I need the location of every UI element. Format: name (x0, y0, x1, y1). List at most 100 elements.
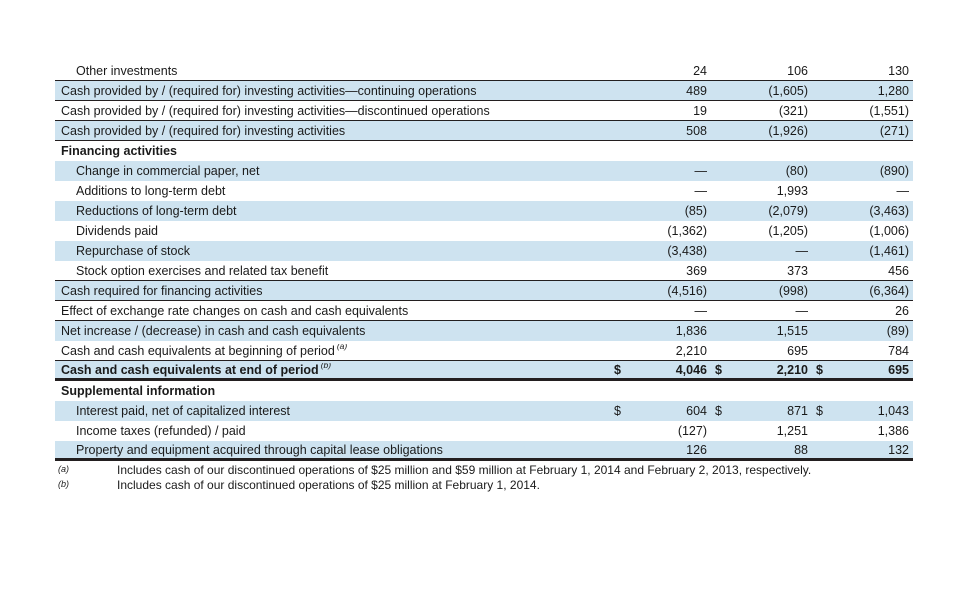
row-label: Interest paid, net of capitalized intere… (76, 404, 291, 418)
value-cell: (1,605) (711, 84, 812, 98)
value-cell: — (711, 304, 812, 318)
value-cell: (1,926) (711, 124, 812, 138)
row-label: Financing activities (61, 144, 178, 158)
row-label: Cash provided by / (required for) invest… (61, 123, 346, 138)
cell-value: 1,386 (877, 424, 909, 438)
cell-value: (271) (879, 123, 909, 138)
value-cell: $2,210 (711, 363, 812, 377)
value-cell: $4,046 (610, 363, 711, 377)
table-row: Reductions of long-term debt (85) (2,079) (… (55, 201, 913, 221)
row-label: Supplemental information (61, 384, 216, 398)
cell-value: 1,043 (877, 404, 909, 418)
value-cell: 1,993 (711, 184, 812, 198)
cell-value: (1,362) (667, 224, 707, 238)
value-cell: 106 (711, 64, 812, 78)
cell-value: — (694, 303, 708, 318)
value-cell: (271) (812, 124, 913, 138)
table-row: Cash provided by / (required for) invest… (55, 81, 913, 101)
cell-value: 508 (686, 123, 707, 138)
cell-value: 106 (787, 63, 808, 78)
cell-value: 88 (794, 442, 808, 457)
value-cell: (6,364) (812, 284, 913, 298)
cell-value: 19 (693, 103, 707, 118)
table-row: Property and equipment acquired through … (55, 441, 913, 461)
row-label: Cash required for financing activities (61, 283, 263, 298)
table-row: Cash required for financing activities (4… (55, 281, 913, 301)
value-cell: 456 (812, 264, 913, 278)
row-label: Reductions of long-term debt (76, 204, 237, 218)
value-cell: 19 (610, 104, 711, 118)
footnote-line: (a) Includes cash of our discontinued ope… (55, 463, 935, 478)
value-cell: (127) (610, 424, 711, 438)
row-label: Additions to long-term debt (76, 184, 226, 198)
cell-value: (1,205) (768, 224, 808, 238)
dollar-sign: $ (715, 362, 722, 377)
value-cell: 369 (610, 264, 711, 278)
cell-value: 456 (888, 263, 909, 278)
value-cell: 695 (711, 344, 812, 358)
row-label: Cash and cash equivalents at end of peri… (55, 363, 610, 377)
value-cell: 508 (610, 124, 711, 138)
value-cell: 1,251 (711, 424, 812, 438)
cell-value: 604 (686, 404, 707, 418)
cell-value: 373 (787, 263, 808, 278)
cell-value: (1,605) (768, 83, 808, 98)
row-label: Net increase / (decrease) in cash and ca… (61, 324, 366, 338)
table-row: Cash and cash equivalents at end of peri… (55, 361, 913, 381)
cell-value: (1,926) (768, 123, 808, 138)
value-cell: 24 (610, 64, 711, 78)
cell-value: 26 (895, 303, 909, 318)
dollar-sign: $ (614, 404, 621, 418)
cell-value: (4,516) (667, 283, 707, 298)
cell-value: — (896, 184, 910, 198)
value-cell: — (610, 164, 711, 178)
value-cell: (80) (711, 164, 812, 178)
cell-value: — (795, 244, 809, 258)
row-label: Change in commercial paper, net (76, 164, 260, 178)
cell-value: 2,210 (776, 362, 808, 377)
value-cell: 373 (711, 264, 812, 278)
cell-value: 1,836 (675, 324, 707, 338)
row-label: Other investments (76, 63, 178, 78)
value-cell: $1,043 (812, 404, 913, 418)
table-row: Other investments 24 106 130 (55, 61, 913, 81)
dollar-sign: $ (816, 404, 823, 418)
table-row: Income taxes (refunded) / paid (127) 1,251… (55, 421, 913, 441)
value-cell: 489 (610, 84, 711, 98)
cell-value: (80) (785, 164, 808, 178)
cell-value: 1,280 (877, 83, 909, 98)
table-row: Cash and cash equivalents at beginning o… (55, 341, 913, 361)
cell-value: (85) (684, 204, 707, 218)
footnote-marker: (a) (58, 464, 69, 474)
value-cell: 26 (812, 304, 913, 318)
cell-value: (3,463) (869, 204, 909, 218)
table-row: Interest paid, net of capitalized intere… (55, 401, 913, 421)
footnote-line: (b) Includes cash of our discontinued ope… (55, 478, 935, 493)
cell-value: (998) (778, 283, 808, 298)
row-label: Cash provided by / (required for) invest… (61, 83, 477, 98)
cell-value: — (694, 164, 708, 178)
cell-value: (127) (677, 424, 707, 438)
footnote-text: Includes cash of our discontinued operat… (117, 478, 540, 492)
value-cell: (1,551) (812, 104, 913, 118)
value-cell: — (610, 304, 711, 318)
table-row: Cash provided by / (required for) invest… (55, 101, 913, 121)
footnote-marker: (b) (58, 479, 69, 489)
value-cell: (3,438) (610, 244, 711, 258)
footnote-reference: (a) (336, 343, 348, 352)
row-label: Income taxes (refunded) / paid (76, 424, 246, 438)
row-label: Repurchase of stock (76, 244, 190, 258)
value-cell: 132 (812, 443, 913, 457)
row-label: Cash provided by / (required for) invest… (61, 103, 490, 118)
row-label: Stock option exercises and related tax b… (76, 263, 329, 278)
value-cell: (890) (812, 164, 913, 178)
value-cell: 1,280 (812, 84, 913, 98)
value-cell: (1,461) (812, 244, 913, 258)
cell-value: 871 (787, 404, 808, 418)
cell-value: 1,993 (776, 184, 808, 198)
value-cell: — (610, 184, 711, 198)
cell-value: 1,251 (776, 424, 808, 438)
value-cell: (3,463) (812, 204, 913, 218)
value-cell: 130 (812, 64, 913, 78)
value-cell: 784 (812, 344, 913, 358)
